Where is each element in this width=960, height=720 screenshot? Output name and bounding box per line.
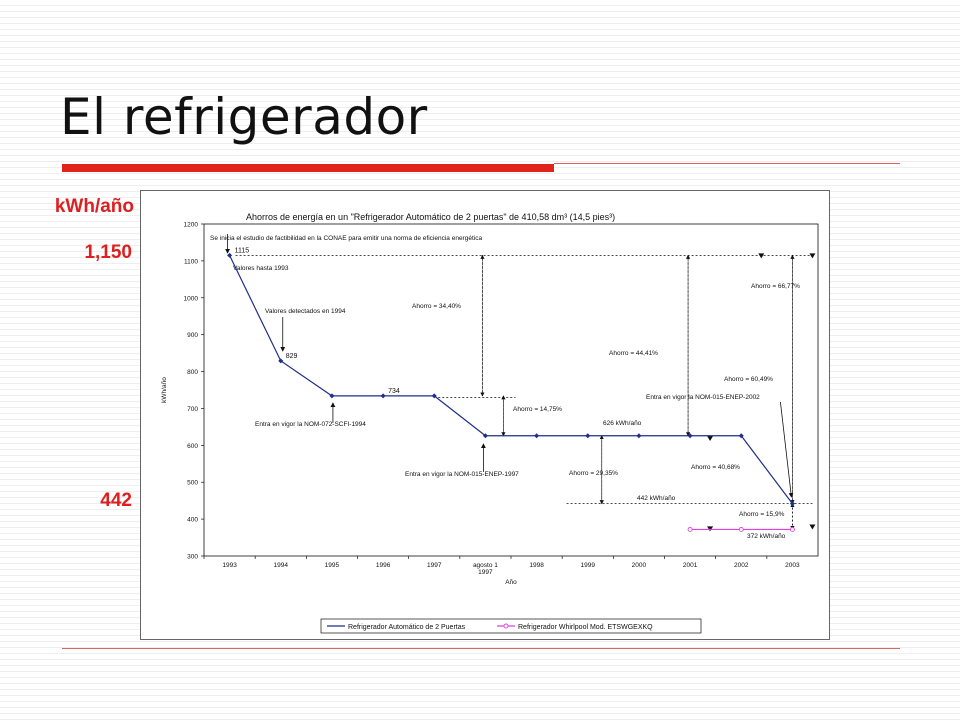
- data-point: [227, 252, 233, 258]
- x-tick-label: 2003: [785, 562, 800, 569]
- data-point: [534, 433, 540, 439]
- unit-label: kWh/año: [54, 196, 134, 217]
- x-tick-label: 1996: [376, 562, 391, 569]
- annotation-text: Ahorro = 15,9%: [739, 511, 785, 518]
- x-tick-label: 1998: [529, 562, 544, 569]
- y-tick-label: 500: [187, 480, 198, 487]
- y-tick-label: 300: [187, 554, 198, 561]
- series-line: [229, 255, 793, 504]
- y-tick-label: 1200: [184, 222, 199, 229]
- annotation-text: Entra en vigor la NOM-015-ENEP-1997: [405, 471, 519, 478]
- annotation-text: Ahorro = 29,35%: [569, 470, 618, 477]
- data-label: 829: [286, 353, 298, 360]
- title-rule: [62, 164, 554, 172]
- x-tick-label: 2002: [734, 562, 749, 569]
- data-point: [431, 393, 437, 399]
- top-value-label: 1,150: [84, 242, 132, 263]
- plot-area: [203, 223, 819, 557]
- y-tick-label: 700: [187, 406, 198, 413]
- annotation-arrow: [780, 401, 794, 498]
- data-point: [482, 433, 488, 439]
- data-label: 1115: [235, 247, 250, 254]
- annotation-text: Ahorro = 60,49%: [724, 376, 773, 383]
- x-tick-label: 1997: [427, 562, 442, 569]
- data-point: [738, 433, 744, 439]
- annotation-text: 372 kWh/año: [747, 533, 786, 540]
- y-tick-label: 1100: [184, 258, 198, 265]
- chart-title: Ahorros de energía en un "Refrigerador A…: [246, 212, 615, 222]
- annotation-text: Ahorro = 44,41%: [609, 350, 658, 357]
- y-tick-label: 600: [187, 443, 198, 450]
- annotation-text: Ahorro = 40,68%: [691, 464, 740, 471]
- data-point: [789, 526, 795, 532]
- annotation-text: 626 kWh/año: [603, 420, 642, 427]
- annotation-text: 442 kWh/año: [637, 495, 676, 502]
- x-tick-label: 1995: [325, 562, 340, 569]
- chart-frame: Ahorros de energía en un "Refrigerador A…: [140, 190, 830, 640]
- triangle-marker: [809, 524, 816, 530]
- x-tick-label: 2000: [632, 562, 647, 569]
- energy-savings-chart: Ahorros de energía en un "Refrigerador A…: [161, 212, 819, 634]
- bottom-value-label: 442: [100, 490, 132, 511]
- data-point: [738, 526, 744, 532]
- x-axis-label: Año: [505, 579, 517, 586]
- y-tick-label: 1000: [184, 295, 199, 302]
- data-point: [278, 358, 284, 364]
- x-tick-label: 1993: [222, 562, 237, 569]
- annotation-text: Entra en vigor la NOM-015-ENEP-2002: [646, 394, 760, 401]
- x-tick-label: agosto 1: [473, 562, 498, 569]
- y-tick-label: 400: [187, 517, 198, 524]
- annotation-text: Se inicia el estudio de factibilidad en …: [210, 235, 482, 242]
- annotation-text: Ahorro = 34,40%: [412, 303, 461, 310]
- x-tick-label: 1994: [274, 562, 289, 569]
- data-point: [585, 433, 591, 439]
- legend-marker-whirlpool: [503, 623, 509, 629]
- annotation-text: Entra en vigor la NOM-072-SCFI-1994: [255, 421, 366, 428]
- legend-label-main: Refrigerador Automático de 2 Puertas: [348, 624, 466, 631]
- x-tick-label: 1997: [478, 569, 493, 576]
- triangle-marker: [758, 253, 765, 259]
- x-tick-label: 2001: [683, 562, 698, 569]
- data-label: 734: [388, 388, 400, 395]
- triangle-marker: [809, 253, 816, 259]
- y-axis-label: kWh/año: [161, 377, 168, 403]
- data-point: [687, 526, 693, 532]
- footer-rule: [62, 648, 900, 649]
- annotation-text: Ahorro = 66,77%: [751, 283, 800, 290]
- x-tick-label: 1999: [581, 562, 596, 569]
- title-rule-thin: [554, 163, 900, 164]
- data-point: [329, 393, 335, 399]
- data-point: [687, 433, 693, 439]
- y-tick-label: 900: [187, 332, 198, 339]
- data-point: [636, 433, 642, 439]
- annotation-text: Valores detectados en 1994: [265, 308, 346, 315]
- data-point: [380, 393, 386, 399]
- annotation-text: Ahorro = 14,75%: [513, 406, 562, 413]
- legend-label-whirlpool: Refrigerador Whirlpool Mod. ETSWGEXKQ: [518, 624, 653, 631]
- slide-title: El refrigerador: [60, 88, 428, 146]
- y-tick-label: 800: [187, 369, 198, 376]
- triangle-marker: [707, 526, 714, 532]
- data-point: [789, 501, 795, 507]
- triangle-marker: [707, 435, 714, 441]
- annotation-text: Valores hasta 1993: [233, 265, 289, 272]
